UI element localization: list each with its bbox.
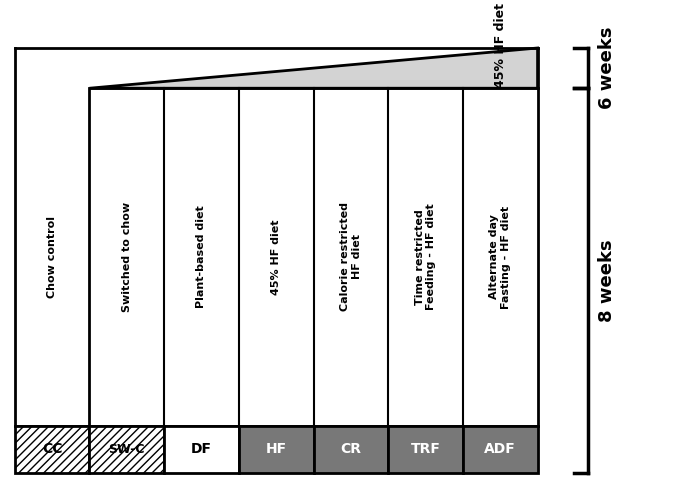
Text: Time restricted
Feeding - HF diet: Time restricted Feeding - HF diet	[415, 204, 436, 311]
FancyBboxPatch shape	[463, 426, 538, 473]
Text: DF: DF	[191, 442, 212, 456]
Text: 6 weeks: 6 weeks	[598, 27, 616, 109]
FancyBboxPatch shape	[388, 426, 463, 473]
Text: TRF: TRF	[411, 442, 441, 456]
Text: Alternate day
Fasting - HF diet: Alternate day Fasting - HF diet	[489, 205, 511, 309]
Text: CR: CR	[341, 442, 361, 456]
FancyBboxPatch shape	[90, 426, 164, 473]
FancyBboxPatch shape	[314, 426, 388, 473]
Text: HF: HF	[266, 442, 287, 456]
FancyBboxPatch shape	[164, 426, 239, 473]
Text: CC: CC	[42, 442, 63, 456]
Text: Chow control: Chow control	[47, 216, 57, 298]
Text: ADF: ADF	[485, 442, 516, 456]
Text: SW-C: SW-C	[108, 443, 145, 455]
FancyBboxPatch shape	[15, 426, 90, 473]
Text: 8 weeks: 8 weeks	[598, 239, 616, 322]
Text: Calorie restricted
HF diet: Calorie restricted HF diet	[340, 202, 361, 312]
Text: Plant-based diet: Plant-based diet	[197, 206, 207, 308]
Text: 45% HF diet: 45% HF diet	[494, 3, 507, 88]
FancyBboxPatch shape	[239, 426, 314, 473]
Polygon shape	[90, 48, 538, 88]
Text: 45% HF diet: 45% HF diet	[271, 219, 281, 295]
Text: Switched to chow: Switched to chow	[122, 202, 132, 312]
